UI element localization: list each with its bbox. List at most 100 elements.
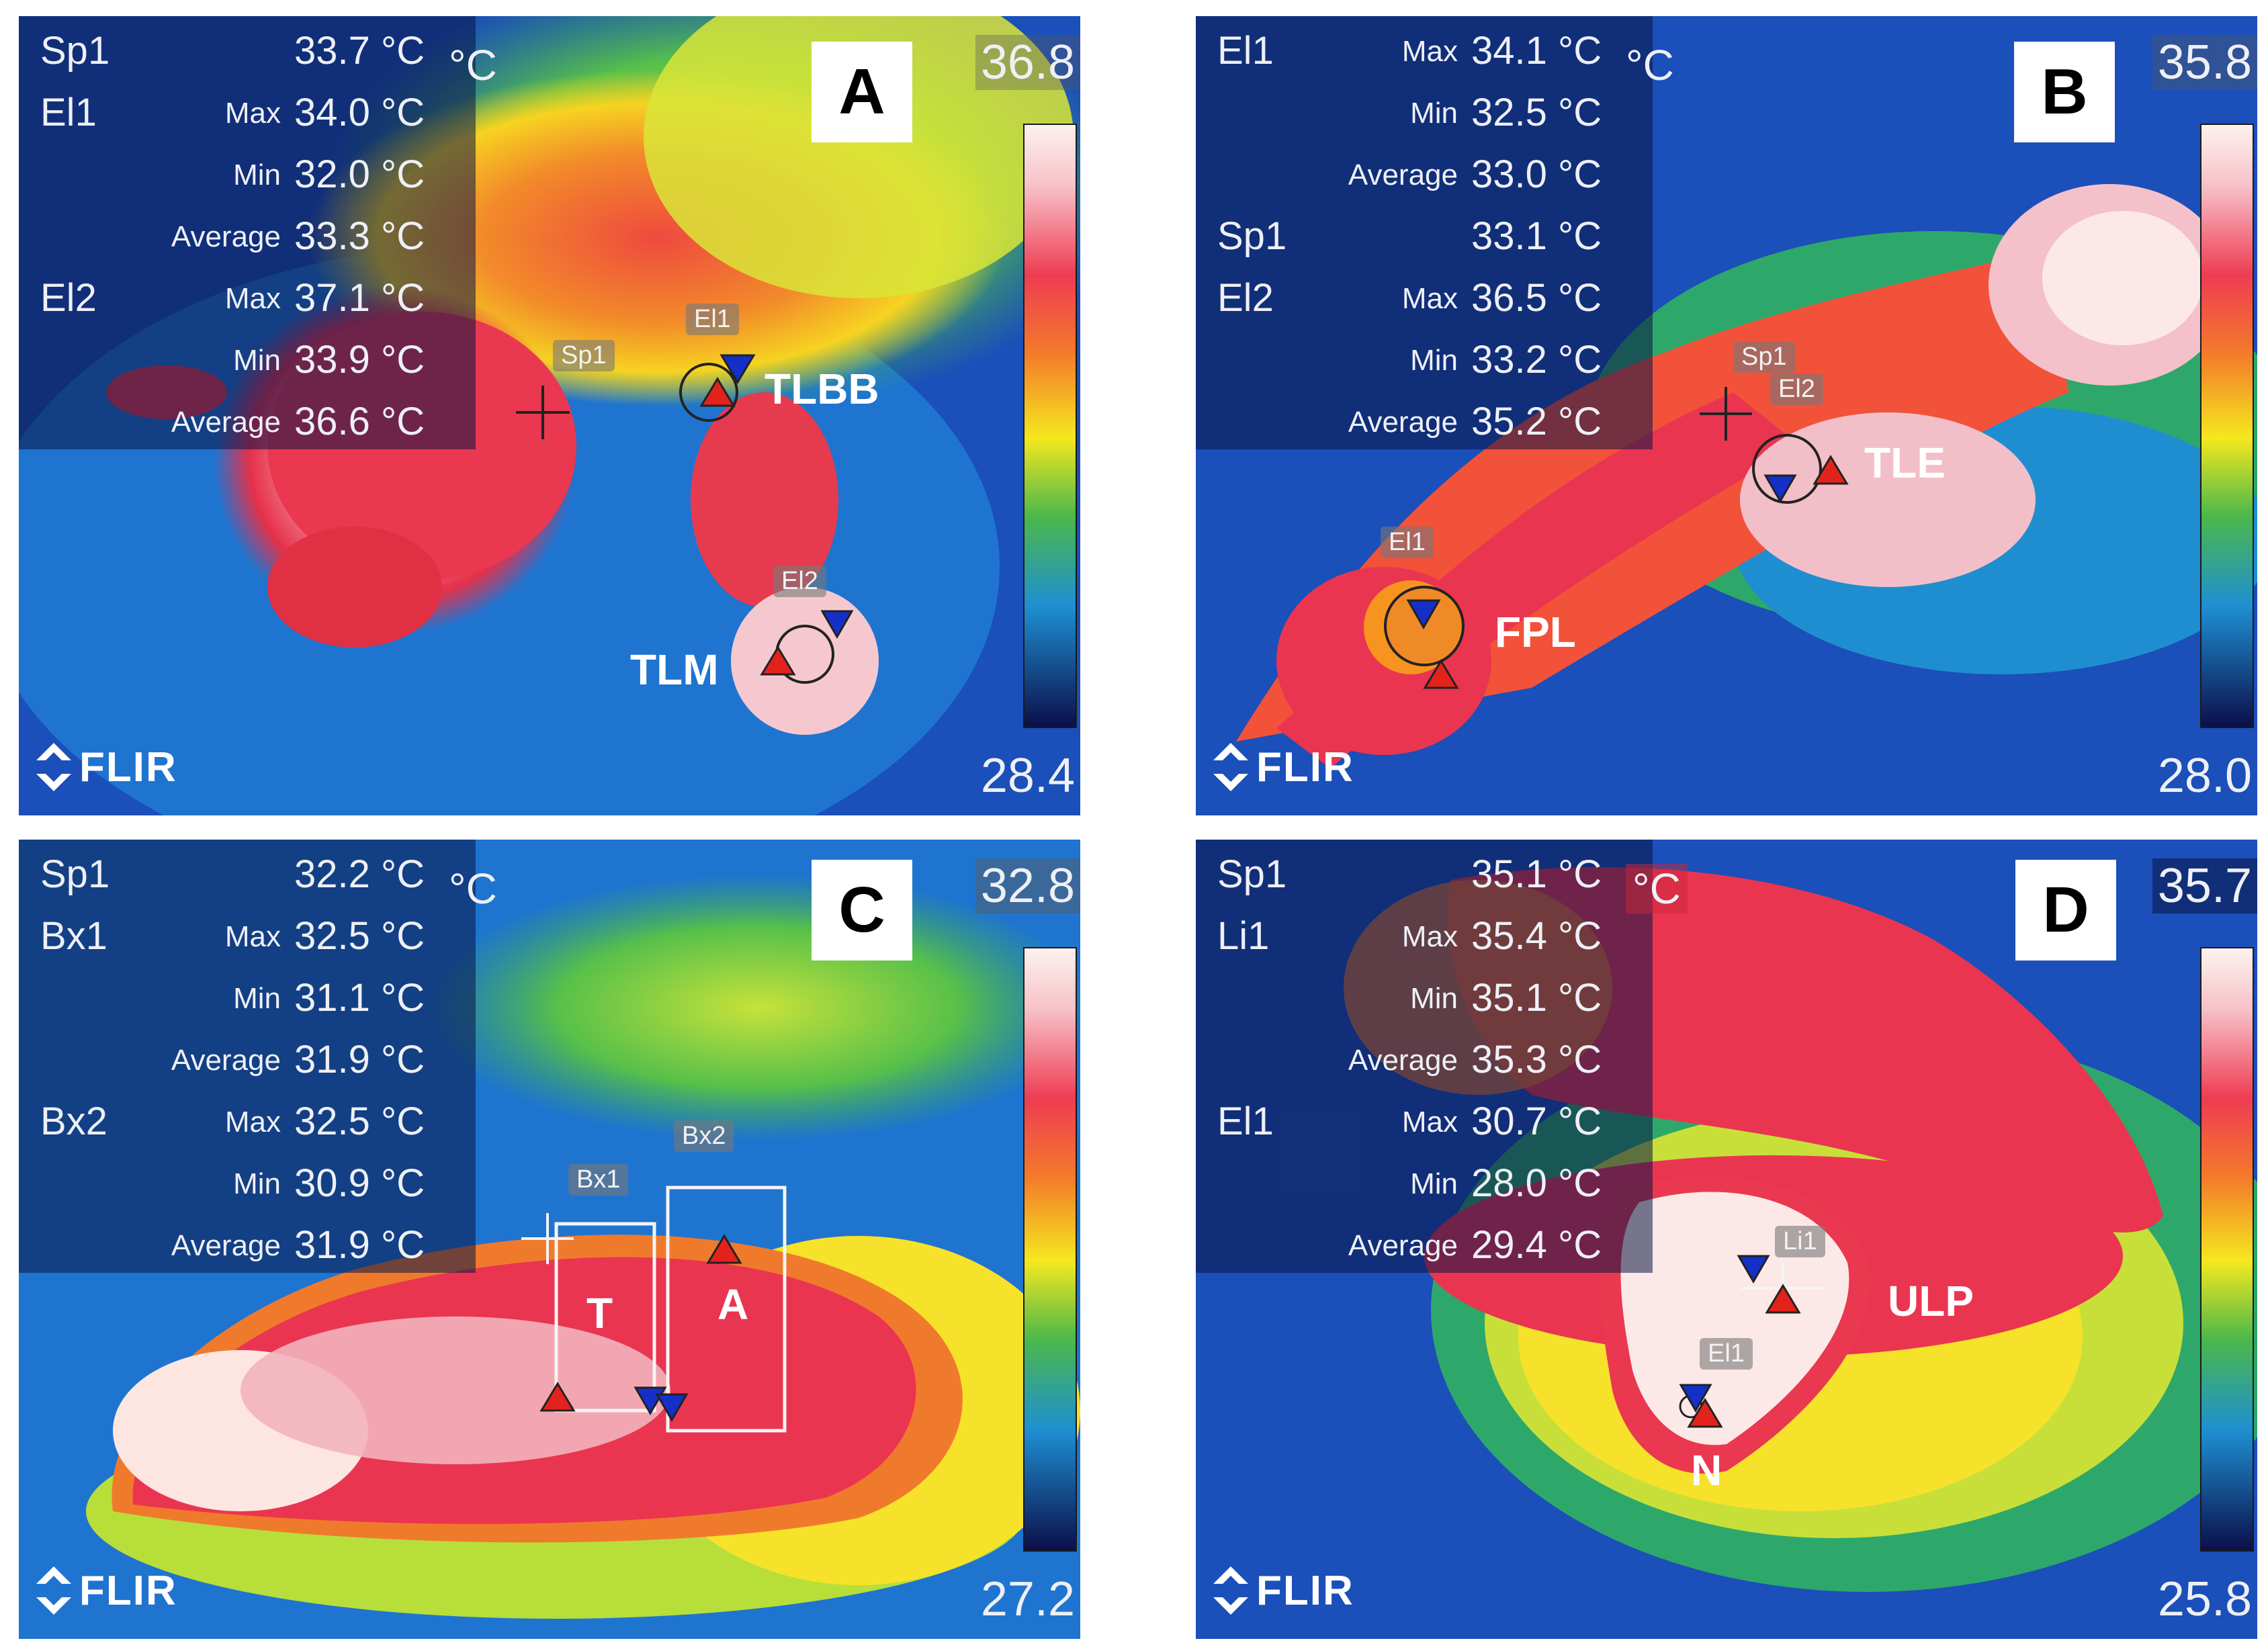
flir-logo-icon: [36, 1566, 71, 1615]
site-label-tle: TLE: [1864, 439, 1946, 487]
unit-label: °C: [1626, 41, 1674, 89]
readout-name: Li1: [1217, 914, 1270, 958]
readout-value: 37.1 °C: [294, 276, 425, 320]
measurement-readout: El1 Max 34.1 °C Min 32.5 °C Average 33.0 °C Sp1…: [1196, 16, 1653, 449]
box-marker-bx1: [554, 1222, 656, 1413]
readout-name: El1: [1217, 29, 1274, 73]
max-triangle-icon: [1765, 1284, 1801, 1314]
scale-max-value: 32.8: [975, 858, 1080, 913]
min-triangle-icon: [1763, 474, 1797, 503]
readout-name: El1: [40, 91, 97, 134]
readout-stat: Min: [1410, 97, 1458, 130]
thermal-panel-b: El1 Max 34.1 °C Min 32.5 °C Average 33.0 °C Sp1…: [1196, 16, 2257, 815]
readout-value: 33.2 °C: [1471, 338, 1602, 382]
max-triangle-icon: [760, 645, 796, 676]
readout-stat: Max: [224, 282, 281, 315]
min-triangle-icon: [719, 354, 756, 384]
readout-stat: Average: [1348, 1229, 1458, 1262]
thermal-panel-c: Sp1 32.2 °C Bx1 Max 32.5 °C Min 31.1 °C Average…: [19, 840, 1080, 1639]
spot-crosshair-icon: [516, 386, 570, 439]
max-triangle-icon: [706, 1234, 742, 1264]
readout-stat: Average: [171, 1044, 281, 1077]
measurement-readout: Sp1 33.7 °C El1 Max 34.0 °C Min 32.0 °C Average…: [19, 16, 476, 449]
readout-value: 35.3 °C: [1471, 1038, 1602, 1081]
box-marker-bx2: [666, 1186, 787, 1433]
readout-value: 35.4 °C: [1471, 914, 1602, 958]
unit-label: °C: [449, 41, 497, 89]
box-tag-bx2: Bx2: [674, 1120, 734, 1152]
readout-value: 34.0 °C: [294, 91, 425, 134]
measurement-markers: [1384, 387, 1849, 689]
readout-value: 32.0 °C: [294, 152, 425, 196]
readout-stat: Max: [224, 1106, 281, 1139]
readout-value: 30.9 °C: [294, 1161, 425, 1205]
line-tag-li1: Li1: [1775, 1226, 1825, 1257]
readout-stat: Max: [1401, 920, 1458, 953]
min-triangle-icon: [1737, 1255, 1770, 1284]
measurement-markers: [1679, 1255, 1826, 1428]
readout-value: 36.6 °C: [294, 400, 425, 443]
max-triangle-icon: [1813, 455, 1849, 485]
max-triangle-icon: [699, 377, 736, 407]
readout-stat: Average: [1348, 406, 1458, 439]
color-scale-bar: [2200, 124, 2254, 728]
flir-logo-icon: [1213, 743, 1248, 791]
readout-value: 32.5 °C: [294, 914, 425, 958]
readout-stat: Average: [171, 1229, 281, 1262]
max-triangle-icon: [1687, 1398, 1723, 1428]
readout-stat: Average: [1348, 1044, 1458, 1077]
site-label-n: N: [1691, 1446, 1722, 1494]
box-tag-bx1: Bx1: [568, 1164, 629, 1196]
readout-stat: Max: [224, 920, 281, 953]
readout-value: 33.7 °C: [294, 29, 425, 73]
scale-min-value: 27.2: [980, 1572, 1075, 1626]
readout-value: 30.7 °C: [1471, 1100, 1602, 1143]
scale-max-value: 36.8: [975, 35, 1080, 90]
readout-name: El1: [1217, 1100, 1274, 1143]
thermal-panel-a: Sp1 33.7 °C El1 Max 34.0 °C Min 32.0 °C Average…: [19, 16, 1080, 815]
readout-name: El2: [40, 276, 97, 320]
max-triangle-icon: [539, 1382, 576, 1412]
readout-name: Sp1: [40, 29, 110, 73]
max-triangle-icon: [1423, 659, 1459, 689]
color-scale-bar: [2200, 947, 2254, 1552]
readout-stat: Max: [1401, 1106, 1458, 1139]
ellipse-marker-el2: [1752, 434, 1822, 504]
readout-stat: Min: [233, 1167, 281, 1200]
readout-stat: Min: [233, 344, 281, 377]
min-triangle-icon: [1679, 1384, 1712, 1413]
flir-logo: FLIR: [35, 740, 177, 794]
min-triangle-icon: [820, 610, 854, 639]
panel-letter: A: [812, 42, 912, 142]
readout-name: Sp1: [1217, 852, 1287, 896]
readout-value: 35.2 °C: [1471, 400, 1602, 443]
readout-name: El2: [1217, 276, 1274, 320]
panel-letter: C: [812, 860, 912, 961]
readout-name: Sp1: [1217, 214, 1287, 258]
scale-max-value: 35.7: [2152, 858, 2257, 913]
flir-logo: FLIR: [1212, 1564, 1354, 1617]
readout-value: 33.9 °C: [294, 338, 425, 382]
spot-crosshair-icon: [521, 1213, 574, 1264]
readout-value: 32.5 °C: [1471, 91, 1602, 134]
readout-stat: Max: [1401, 282, 1458, 315]
scale-min-value: 28.4: [980, 749, 1075, 803]
readout-stat: Min: [233, 982, 281, 1015]
measurement-readout: Sp1 35.1 °C Li1 Max 35.4 °C Min 35.1 °C Average…: [1196, 840, 1653, 1273]
flir-logo-icon: [36, 743, 71, 791]
flir-logo-icon: [1213, 1566, 1248, 1615]
readout-value: 32.5 °C: [294, 1100, 425, 1143]
readout-name: Sp1: [40, 852, 110, 896]
readout-value: 28.0 °C: [1471, 1161, 1602, 1205]
ellipse-marker-el1: [679, 363, 738, 422]
spot-tag-sp1: Sp1: [553, 340, 615, 371]
ellipse-tag-el1: El1: [1381, 527, 1434, 558]
ellipse-tag-el2: El2: [773, 566, 826, 597]
flir-logo: FLIR: [1212, 740, 1354, 794]
scale-min-value: 28.0: [2157, 749, 2252, 803]
measurement-readout: Sp1 32.2 °C Bx1 Max 32.5 °C Min 31.1 °C Average…: [19, 840, 476, 1273]
unit-label: °C: [1626, 864, 1688, 913]
readout-value: 33.3 °C: [294, 214, 425, 258]
panel-letter: B: [2014, 42, 2115, 142]
readout-stat: Max: [1401, 35, 1458, 68]
